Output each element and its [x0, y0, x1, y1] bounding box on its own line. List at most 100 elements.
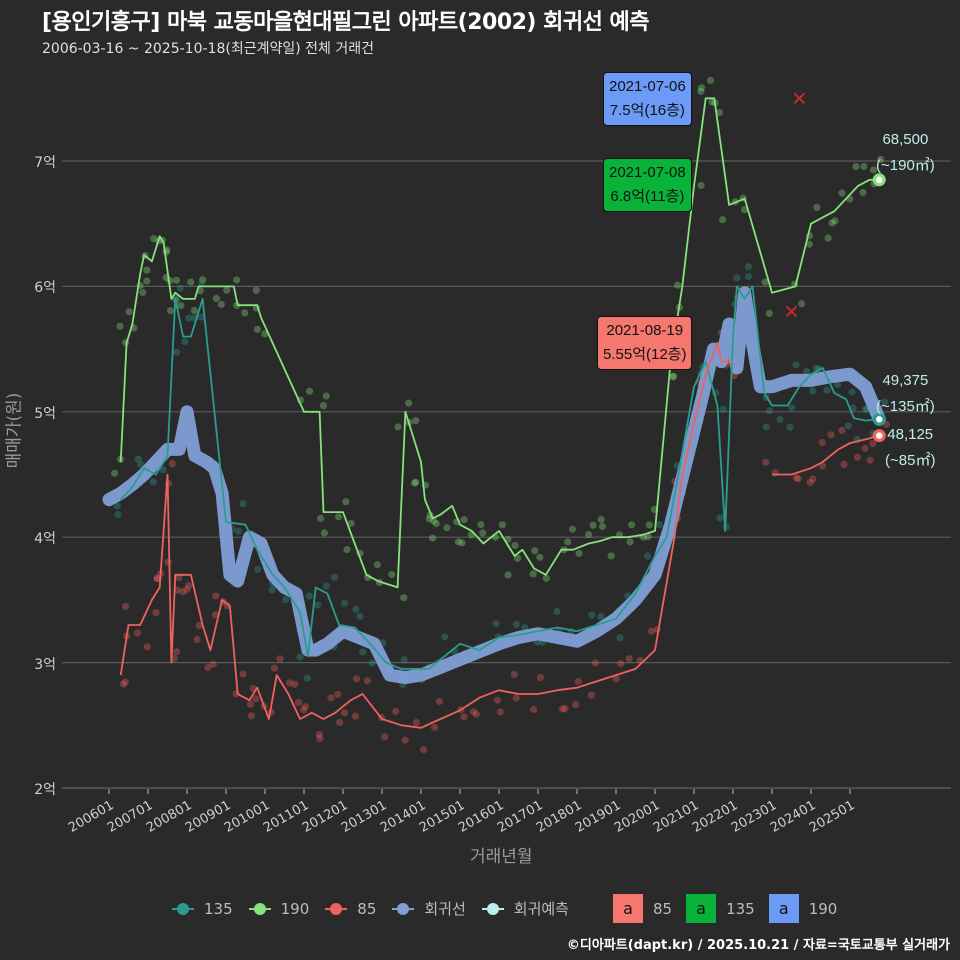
- footer-credit: ©디아파트(dapt.kr) / 2025.10.21 / 자료=국토교통부 실…: [566, 938, 950, 953]
- transaction-dot: [359, 648, 367, 656]
- callout-date: 2021-07-06: [609, 78, 686, 95]
- transaction-dot: [301, 703, 310, 711]
- end-point-center: [876, 416, 883, 423]
- transaction-dot: [334, 513, 343, 521]
- transaction-dot: [322, 392, 330, 400]
- transaction-dot: [139, 288, 147, 297]
- transaction-dot: [400, 656, 408, 664]
- transaction-dot: [719, 405, 727, 413]
- transaction-dot: [233, 301, 241, 309]
- legend-label: 135: [204, 899, 233, 918]
- transaction-dot: [394, 423, 402, 431]
- transaction-dot: [553, 607, 561, 616]
- transaction-dot: [823, 386, 831, 394]
- transaction-dot: [818, 462, 827, 470]
- transaction-dot: [617, 659, 625, 668]
- transaction-dot: [317, 514, 325, 522]
- transaction-dot: [327, 694, 335, 702]
- legend-box-item-85: a 85: [612, 894, 673, 923]
- y-tick-label: 2억: [34, 782, 56, 798]
- transaction-dot: [181, 338, 189, 346]
- transaction-dot: [597, 612, 605, 621]
- transaction-dot: [625, 655, 633, 663]
- transaction-dot: [388, 570, 396, 579]
- transaction-dot: [179, 588, 187, 596]
- y-tick-label: 3억: [34, 656, 56, 673]
- transaction-dot: [316, 734, 324, 743]
- transaction-dot: [211, 611, 220, 619]
- series-line-85: [119, 341, 733, 729]
- end-value: 49,375: [882, 372, 929, 389]
- series-line-85: [772, 434, 880, 476]
- transaction-dot: [168, 459, 176, 468]
- transaction-dot: [319, 402, 328, 410]
- transaction-dot: [351, 712, 360, 720]
- transaction-dot: [190, 306, 198, 315]
- transaction-dot: [575, 549, 583, 558]
- transaction-dot: [655, 521, 663, 529]
- transaction-dot: [612, 675, 620, 683]
- transaction-dot: [798, 300, 806, 308]
- transaction-dot: [343, 546, 351, 554]
- transaction-dot: [412, 417, 420, 425]
- transaction-dot: [246, 700, 255, 708]
- transaction-dot: [591, 659, 600, 667]
- transaction-dot: [585, 530, 593, 539]
- transaction-dot: [177, 301, 185, 310]
- transaction-dot: [303, 674, 311, 682]
- transaction-dot: [472, 710, 480, 718]
- transaction-dot: [765, 407, 774, 415]
- regression-line: [102, 286, 886, 685]
- transaction-dot: [164, 558, 172, 566]
- transaction-dot: [733, 274, 741, 282]
- transaction-dot: [644, 552, 652, 560]
- transaction-dot: [458, 539, 466, 547]
- transaction-dot: [492, 620, 500, 628]
- transaction-dot: [558, 705, 567, 713]
- transaction-dot: [121, 602, 130, 611]
- transaction-dot: [454, 538, 463, 546]
- legend-label: 135: [726, 899, 755, 918]
- transaction-dot: [869, 440, 877, 448]
- transaction-dot: [223, 602, 231, 610]
- transaction-dot: [697, 181, 705, 190]
- transaction-dot: [401, 736, 409, 744]
- transaction-dot: [133, 629, 141, 637]
- transaction-dot: [212, 592, 220, 600]
- transaction-dot: [247, 712, 256, 720]
- transaction-dot: [342, 498, 350, 506]
- legend-label: 85: [652, 899, 673, 918]
- transaction-dot: [697, 87, 705, 95]
- legend-color-swatch: a: [768, 894, 799, 923]
- transaction-dot: [761, 278, 769, 286]
- transaction-dot: [363, 677, 371, 685]
- transaction-dot: [373, 561, 382, 569]
- callout-date: 2021-07-08: [609, 164, 686, 181]
- transaction-dot: [542, 574, 550, 582]
- legend-line-icon: [170, 899, 196, 919]
- transaction-dot: [803, 367, 811, 375]
- end-point-center: [876, 432, 883, 439]
- legend-item-85: 85: [323, 899, 376, 919]
- transaction-dot: [881, 398, 889, 406]
- transaction-dot: [477, 520, 485, 529]
- transaction-dot: [597, 515, 605, 524]
- transaction-dot: [432, 519, 440, 528]
- transaction-dot: [765, 309, 773, 318]
- transaction-dot: [564, 538, 572, 546]
- transaction-dot: [121, 678, 129, 686]
- transaction-dot: [809, 387, 817, 395]
- end-point-center: [876, 176, 883, 184]
- transaction-dot: [183, 585, 191, 594]
- transaction-dot: [294, 698, 303, 707]
- transaction-dot: [762, 423, 770, 431]
- legend-color-swatch: a: [686, 894, 717, 923]
- y-axis-label: 매매가(원): [4, 392, 25, 469]
- transaction-dot: [111, 469, 119, 477]
- transaction-dot: [561, 704, 569, 713]
- transaction-dot: [740, 205, 749, 214]
- transaction-dot: [838, 426, 846, 435]
- transaction-dot: [647, 627, 656, 635]
- transaction-dot: [193, 635, 201, 644]
